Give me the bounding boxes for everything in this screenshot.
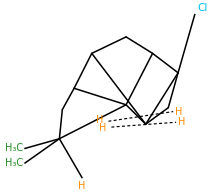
Text: H: H xyxy=(78,181,86,191)
Text: H₃C: H₃C xyxy=(5,143,23,153)
Text: H: H xyxy=(96,115,103,125)
Text: H: H xyxy=(178,117,186,127)
Text: H: H xyxy=(175,107,183,117)
Text: Cl: Cl xyxy=(197,3,207,13)
Text: H: H xyxy=(99,123,106,133)
Text: H₃C: H₃C xyxy=(5,158,23,168)
